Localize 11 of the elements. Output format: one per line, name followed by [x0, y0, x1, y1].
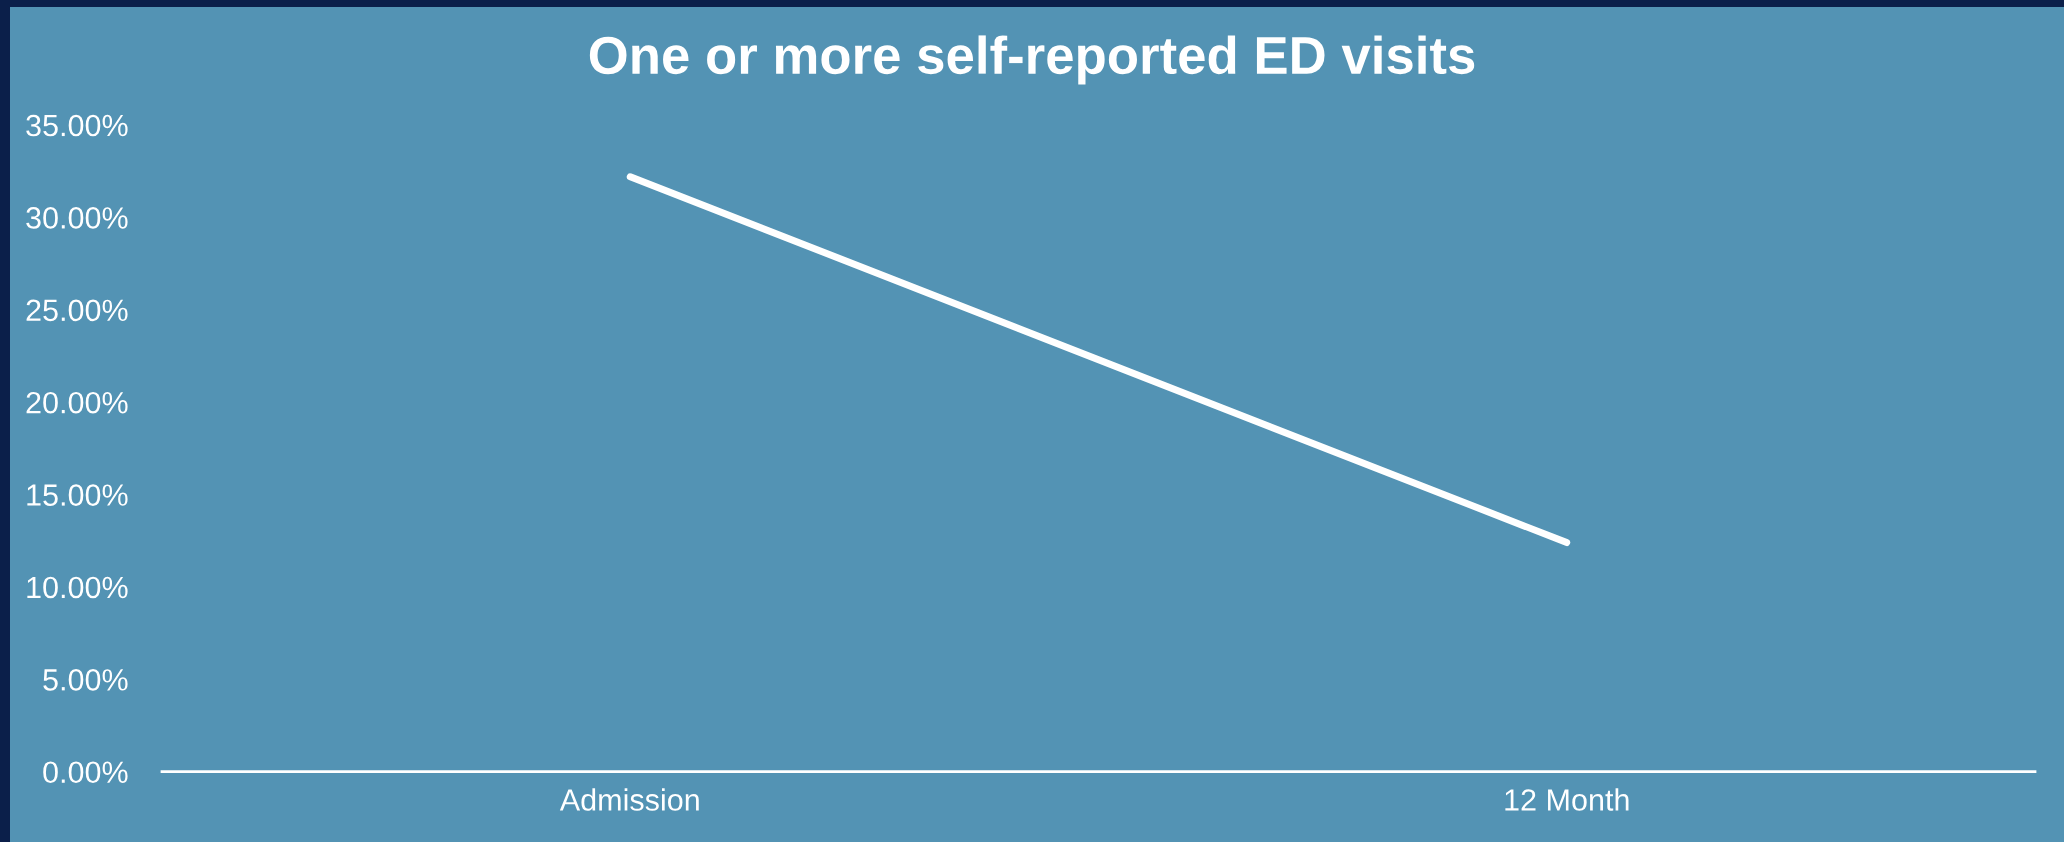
y-tick-label: 5.00%	[43, 669, 128, 691]
y-tick-label: 30.00%	[26, 207, 128, 229]
x-tick-label: 12 Month	[1505, 788, 1629, 811]
x-tick-label: Admission	[559, 788, 699, 811]
y-tick-label: 35.00%	[26, 114, 128, 137]
y-tick-label: 10.00%	[27, 576, 128, 599]
y-tick-label: 25.00%	[26, 299, 128, 322]
chart-title: One or more self-reported ED visits	[589, 35, 1475, 85]
y-tick-label: 15.00%	[27, 484, 128, 506]
y-tick-label: 20.00%	[26, 391, 128, 414]
y-tick-label: 0.00%	[43, 761, 128, 784]
